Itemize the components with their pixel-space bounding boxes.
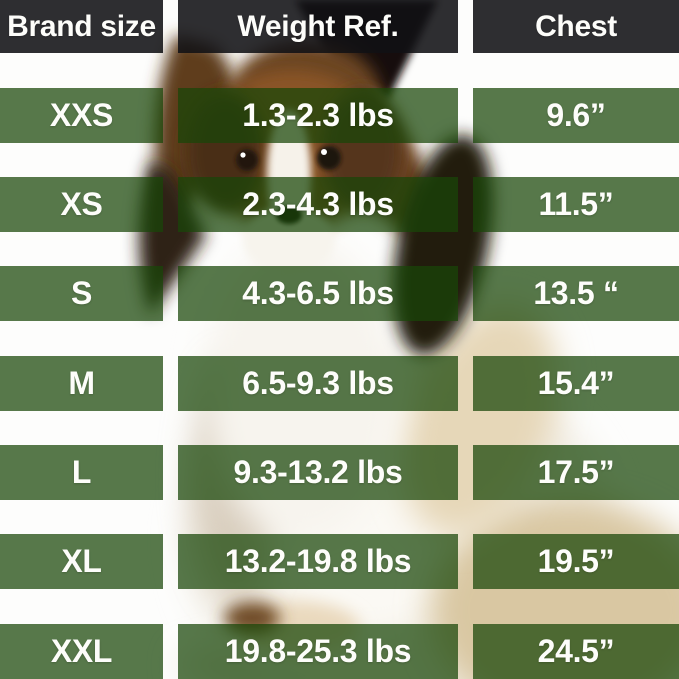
column-header-brand-size-label: Brand size xyxy=(7,9,156,43)
brand-size-value: XXL xyxy=(50,633,113,669)
weight-ref-cell: 1.3-2.3 lbs xyxy=(178,88,458,143)
chest-cell: 13.5 “ xyxy=(473,266,679,321)
chest-value: 19.5” xyxy=(537,543,615,579)
chest-value: 24.5” xyxy=(537,633,615,669)
brand-size-value: XS xyxy=(60,186,103,222)
chest-value: 17.5” xyxy=(537,454,615,490)
column-header-weight-ref: Weight Ref. xyxy=(178,0,458,53)
chest-cell: 24.5” xyxy=(473,624,679,679)
chest-cell: 9.6” xyxy=(473,88,679,143)
column-header-chest: Chest xyxy=(473,0,679,53)
weight-ref-cell: 6.5-9.3 lbs xyxy=(178,356,458,411)
brand-size-cell: XL xyxy=(0,534,163,589)
brand-size-cell: XXL xyxy=(0,624,163,679)
brand-size-cell: M xyxy=(0,356,163,411)
chest-cell: 19.5” xyxy=(473,534,679,589)
weight-ref-value: 19.8-25.3 lbs xyxy=(224,633,412,669)
brand-size-value: L xyxy=(71,454,92,490)
column-header-chest-label: Chest xyxy=(535,9,617,43)
table-row-xl: XL 13.2-19.8 lbs 19.5” xyxy=(0,534,679,589)
brand-size-value: XL xyxy=(61,543,102,579)
weight-ref-cell: 19.8-25.3 lbs xyxy=(178,624,458,679)
weight-ref-cell: 9.3-13.2 lbs xyxy=(178,445,458,500)
chest-value: 15.4” xyxy=(537,365,615,401)
table-header-row: Brand size Weight Ref. Chest xyxy=(0,0,679,53)
brand-size-value: S xyxy=(70,275,93,311)
weight-ref-value: 9.3-13.2 lbs xyxy=(233,454,403,490)
brand-size-value: XXS xyxy=(49,97,114,133)
table-row-m: M 6.5-9.3 lbs 15.4” xyxy=(0,356,679,411)
weight-ref-value: 6.5-9.3 lbs xyxy=(242,365,394,401)
chest-cell: 11.5” xyxy=(473,177,679,232)
weight-ref-cell: 2.3-4.3 lbs xyxy=(178,177,458,232)
chest-cell: 17.5” xyxy=(473,445,679,500)
table-row-xxl: XXL 19.8-25.3 lbs 24.5” xyxy=(0,624,679,679)
brand-size-cell: S xyxy=(0,266,163,321)
weight-ref-value: 1.3-2.3 lbs xyxy=(242,97,394,133)
weight-ref-cell: 13.2-19.8 lbs xyxy=(178,534,458,589)
weight-ref-value: 4.3-6.5 lbs xyxy=(242,275,394,311)
brand-size-cell: XXS xyxy=(0,88,163,143)
chest-value: 13.5 “ xyxy=(533,275,619,311)
table-row-xs: XS 2.3-4.3 lbs 11.5” xyxy=(0,177,679,232)
chest-cell: 15.4” xyxy=(473,356,679,411)
weight-ref-value: 13.2-19.8 lbs xyxy=(224,543,412,579)
column-header-brand-size: Brand size xyxy=(0,0,163,53)
brand-size-cell: XS xyxy=(0,177,163,232)
chest-value: 9.6” xyxy=(546,97,606,133)
weight-ref-value: 2.3-4.3 lbs xyxy=(242,186,394,222)
brand-size-value: M xyxy=(68,365,95,401)
table-row-s: S 4.3-6.5 lbs 13.5 “ xyxy=(0,266,679,321)
brand-size-cell: L xyxy=(0,445,163,500)
table-row-l: L 9.3-13.2 lbs 17.5” xyxy=(0,445,679,500)
column-header-weight-ref-label: Weight Ref. xyxy=(237,9,399,43)
chest-value: 11.5” xyxy=(538,186,614,222)
table-row-xxs: XXS 1.3-2.3 lbs 9.6” xyxy=(0,88,679,143)
weight-ref-cell: 4.3-6.5 lbs xyxy=(178,266,458,321)
